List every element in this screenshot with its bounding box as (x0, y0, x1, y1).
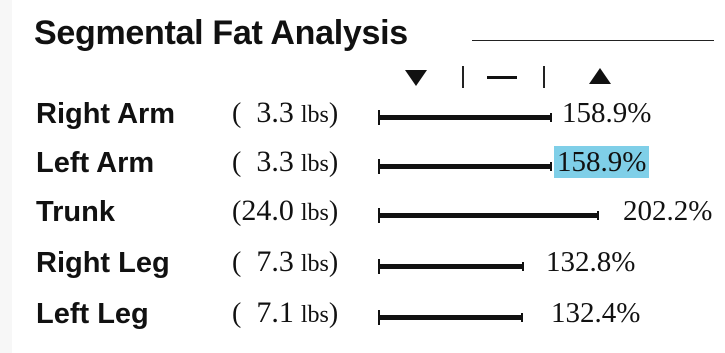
legend-divider-left (462, 66, 464, 88)
fat-percent-bar (378, 115, 550, 120)
fat-percent-bar (378, 164, 550, 169)
weight-value: 3.3 (241, 145, 294, 178)
segment-percent: 132.4% (551, 297, 640, 330)
percent-text: 158.9% (554, 146, 650, 178)
paren-open: ( (232, 247, 242, 278)
weight-unit: lbs (300, 102, 329, 128)
paren-open: ( (232, 298, 242, 329)
triangle-up-icon (589, 68, 611, 84)
segment-weight: ( 7.3 lbs) (232, 245, 338, 279)
paren-open: ( (232, 98, 242, 129)
weight-value: 3.3 (241, 96, 294, 129)
fat-percent-bar (378, 213, 597, 218)
segment-weight: ( 3.3 lbs) (232, 96, 338, 130)
segment-percent: 132.8% (546, 246, 635, 279)
paren-close: ) (328, 247, 339, 278)
fat-percent-bar (378, 315, 521, 320)
weight-value: 7.3 (241, 245, 294, 278)
paren-close: ) (328, 298, 339, 329)
paren-open: ( (232, 196, 242, 227)
fat-percent-bar (378, 264, 522, 269)
segment-label: Left Arm (36, 147, 155, 179)
paren-close: ) (328, 147, 339, 178)
segment-label: Right Leg (36, 247, 170, 279)
bar-end-tick (522, 262, 524, 271)
weight-value: 24.0 (241, 194, 294, 227)
weight-value: 7.1 (241, 296, 294, 329)
segment-label: Right Arm (36, 98, 176, 130)
segment-percent: 158.9% (562, 97, 651, 130)
percent-text: 132.8% (546, 246, 636, 278)
segment-label: Left Leg (36, 298, 149, 330)
dash-icon (487, 76, 517, 79)
weight-unit: lbs (300, 200, 329, 226)
title-divider (472, 40, 714, 41)
legend-divider-right (543, 66, 545, 88)
percent-text: 202.2% (623, 195, 713, 227)
paren-close: ) (328, 98, 339, 129)
paren-open: ( (232, 147, 242, 178)
bar-end-tick (597, 211, 599, 220)
weight-unit: lbs (300, 151, 329, 177)
weight-unit: lbs (300, 302, 329, 328)
bar-end-tick (550, 113, 552, 122)
segment-percent[interactable]: 158.9% (554, 146, 650, 179)
percent-text: 158.9% (562, 97, 652, 129)
weight-unit: lbs (300, 251, 329, 277)
segment-weight: ( 3.3 lbs) (232, 145, 338, 179)
bar-end-tick (550, 162, 552, 171)
section-title: Segmental Fat Analysis (34, 14, 408, 52)
segment-percent: 202.2% (623, 195, 712, 228)
bar-end-tick (521, 313, 523, 322)
segment-weight: ( 7.1 lbs) (232, 296, 338, 330)
triangle-down-icon (405, 70, 427, 86)
segment-label: Trunk (36, 196, 115, 228)
percent-text: 132.4% (551, 297, 641, 329)
segment-weight: (24.0 lbs) (232, 194, 338, 228)
paren-close: ) (328, 196, 339, 227)
